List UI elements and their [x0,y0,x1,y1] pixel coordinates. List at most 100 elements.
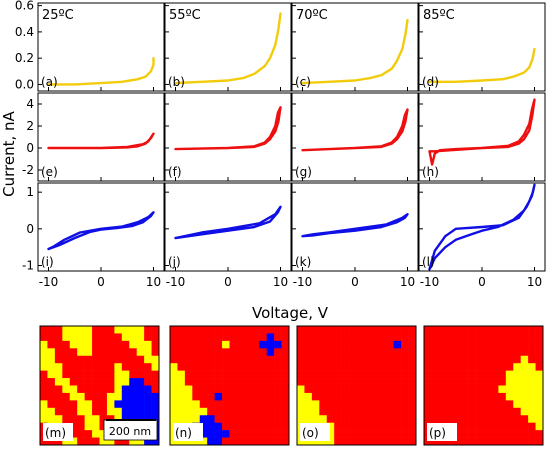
map-cell [490,355,499,364]
map-cell [408,385,417,394]
iv-curve [428,183,536,271]
map-cell [222,355,230,364]
map-cell [349,378,357,386]
map-cell [129,385,137,394]
map-cell [311,333,320,342]
map-cell [92,348,100,357]
map-cell [177,363,186,371]
map-cell [468,340,477,349]
map-cell [244,392,253,401]
map-cell [461,370,469,379]
map-cell [498,378,507,386]
map-cell [136,392,145,401]
map-cell [184,385,193,394]
map-cell [513,400,521,409]
iv-panel: (k) -10 0 10 [291,182,419,289]
map-cell [54,437,63,446]
map-cell [229,378,238,386]
map-cell [490,326,499,334]
map-cell [468,422,477,431]
map-cell [229,407,238,416]
map-cell [319,437,328,446]
map-cell [266,430,275,438]
map-cell [498,437,507,446]
map-cell [438,370,447,379]
map-cell [184,326,193,334]
map-cell [401,378,409,386]
map-cell [121,340,130,349]
map-cell [461,385,469,394]
map-cell [424,400,432,409]
map-cell [207,400,215,409]
map-cell [371,400,380,409]
map-cell [311,407,320,416]
map-cell [229,437,238,446]
map-cell [468,370,477,379]
map-cell [199,430,208,438]
map-cell [84,333,93,342]
map-cell [513,422,521,431]
map-cell [431,400,440,409]
map-cell [334,333,342,342]
map-cell [393,400,402,409]
map-cell [207,392,215,401]
x-tick-label: -10 [420,275,440,289]
map-cell [222,422,230,431]
map-cell [297,437,305,446]
map-cell [259,385,267,394]
map-cell [214,370,223,379]
map-cell [274,340,282,349]
map-cell [528,415,536,423]
map-cell [136,407,145,416]
map-cell [259,378,267,386]
map-cell [184,437,193,446]
map-cell [106,370,115,379]
map-cell [214,437,223,446]
map-cell [349,333,357,342]
map-cell [192,400,201,409]
map-cell [106,378,115,386]
map-cell [438,392,447,401]
map-cell [47,363,56,371]
map-cell [371,407,380,416]
map-cell [446,333,455,342]
map-cell [266,326,275,334]
map-cell [319,333,328,342]
map-cell [505,326,514,334]
map-cell [490,392,499,401]
map-cell [281,363,290,371]
map-cell [476,392,484,401]
map-cell [363,326,372,334]
map-cell [266,392,275,401]
map-cell [92,370,100,379]
map-cell [62,333,71,342]
map-cell [69,370,78,379]
map-cell [468,326,477,334]
map-cell [326,363,335,371]
map-cell [319,340,328,349]
panel-label: (d) [422,75,439,89]
map-cell [129,378,137,386]
map-cell [77,348,85,357]
map-cell [214,392,223,401]
map-cell [281,333,290,342]
map-cell [326,437,335,446]
map-cell [468,355,477,364]
map-cell [236,392,245,401]
map-cell [349,326,357,334]
map-cell [461,340,469,349]
map-cell [393,333,402,342]
map-cell [121,385,130,394]
map-cell [236,407,245,416]
map-cell [393,348,402,357]
map-cell [62,378,71,386]
map-cell [408,407,417,416]
map-cell [393,378,402,386]
panel-label: (c) [295,75,311,89]
map-cell [207,378,215,386]
map-cell [99,392,108,401]
map-cell [244,340,253,349]
map-cell [92,340,100,349]
map-cell [99,437,108,446]
